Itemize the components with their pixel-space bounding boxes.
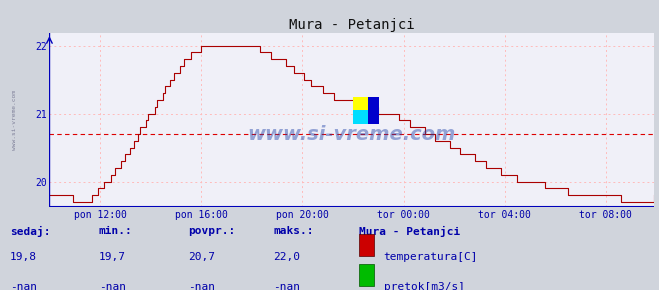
Text: www.si-vreme.com: www.si-vreme.com — [248, 125, 456, 144]
Bar — [353, 97, 368, 110]
Text: -nan: -nan — [10, 282, 37, 290]
Bar — [368, 97, 379, 124]
Text: min.:: min.: — [99, 226, 132, 236]
Text: -nan: -nan — [99, 282, 126, 290]
Title: Mura - Petanjci: Mura - Petanjci — [289, 18, 415, 32]
Text: 20,7: 20,7 — [188, 252, 215, 262]
Text: maks.:: maks.: — [273, 226, 314, 236]
Text: sedaj:: sedaj: — [10, 226, 50, 237]
Bar — [353, 110, 368, 124]
Text: www.si-vreme.com: www.si-vreme.com — [12, 90, 17, 150]
Text: -nan: -nan — [273, 282, 301, 290]
Text: 19,7: 19,7 — [99, 252, 126, 262]
Bar — [359, 264, 374, 286]
Text: pretok[m3/s]: pretok[m3/s] — [384, 282, 465, 290]
Text: -nan: -nan — [188, 282, 215, 290]
Bar — [359, 234, 374, 256]
Text: temperatura[C]: temperatura[C] — [384, 252, 478, 262]
Text: 22,0: 22,0 — [273, 252, 301, 262]
Text: povpr.:: povpr.: — [188, 226, 235, 236]
Text: 19,8: 19,8 — [10, 252, 37, 262]
Text: Mura - Petanjci: Mura - Petanjci — [359, 226, 461, 237]
